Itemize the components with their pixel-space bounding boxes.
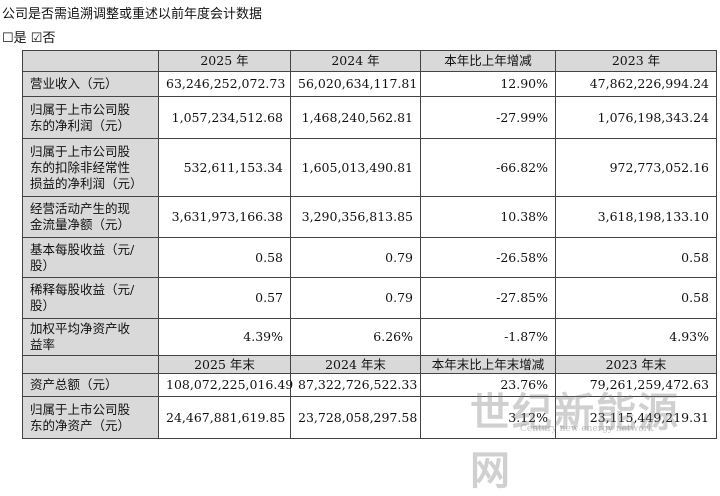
value-cell: -66.82% [420,138,556,197]
header-row: 2025 年 2024 年本年比上年增减 2023 年 [22,50,717,72]
table-row: 经营活动产生的现金流量净额（元） 3,631,973,166.38 3,290,35… [22,196,717,238]
value-cell: 1,057,234,512.68 [158,96,291,139]
header-cell [22,355,159,374]
row-label-text: 稀释每股收益（元/股） [30,282,135,313]
value-cell: 23,728,058,297.58 [290,396,421,439]
page: 公司是否需追溯调整或重述以前年度会计数据 ☐是 ☑否 2025 年 2024 年本… [2,7,717,494]
options: ☐是 ☑否 [2,27,55,46]
value-cell: 47,862,226,994.24 [555,71,717,97]
value-cell: 3,618,198,133.10 [555,196,717,238]
table-row: 基本每股收益（元/股） 0.58 0.79 -26.58% 0.58 [22,237,717,278]
row-label: 加权平均净资产收益率 [22,318,159,356]
value-cell: 0.57 [158,277,291,319]
table-row: 加权平均净资产收益率 4.39% 6.26% -1.87% 4.93% [22,318,717,356]
table-row: 归属于上市公司股东的净利润（元） 1,057,234,512.68 1,468,24… [22,96,717,139]
row-label: 归属于上市公司股东的扣除非经常性损益的净利润（元） [22,138,159,197]
watermark: 世纪新能源网 [470,389,680,494]
value-cell: 87,322,726,522.33 [290,373,421,397]
value-cell: -26.58% [420,237,556,278]
header-cell: 2025 年末 [158,355,291,374]
value-cell: 3,290,356,813.85 [290,196,421,238]
value-cell: 3.12% [420,396,556,439]
row-label-text: 归属于上市公司股东的净资产（元） [30,401,131,433]
option-no: ☐是 [2,31,27,46]
row-label: 营业收入（元） [22,71,159,97]
value-cell: 108,072,225,016.49 [158,373,293,397]
header-cell: 2023 年 [555,50,717,72]
value-cell: 56,020,634,117.81 [290,71,421,97]
header-cell: 2023 年末 [555,355,717,374]
row-label-text: 营业收入（元） [30,76,118,91]
value-cell: 0.79 [290,277,421,319]
value-cell: 12.90% [420,71,556,97]
row-label-text: 归属于上市公司股东的扣除非经常性损益的净利润（元） [30,143,143,191]
value-cell: 1,468,240,562.81 [290,96,421,139]
value-cell: 1,605,013,490.81 [290,138,421,197]
watermark-sub: Century new energy network [520,424,654,434]
option-yes: ☑否 [30,31,56,46]
value-cell: 532,611,153.34 [158,138,291,197]
value-cell: -27.85% [420,277,556,319]
value-cell: 0.58 [158,237,291,278]
header-cell: 2024 年 [290,50,421,72]
value-cell: 3,631,973,166.38 [158,196,291,238]
header-cell: 2024 年末 [290,355,421,374]
row-label-text: 资产总额（元） [30,377,118,392]
value-cell: 6.26% [290,318,421,356]
table-row: 稀释每股收益（元/股） 0.57 0.79 -27.85% 0.58 [22,277,717,319]
row-label-text: 加权平均净资产收益率 [30,321,131,352]
row-label: 稀释每股收益（元/股） [22,277,159,319]
value-cell: 0.58 [555,237,717,278]
value-cell: 24,467,881,619.85 [158,396,291,439]
row-label-text: 经营活动产生的现金流量净额（元） [30,201,131,232]
row-label: 归属于上市公司股东的净利润（元） [22,96,159,139]
row-label: 基本每股收益（元/股） [22,237,159,278]
table-row: 营业收入（元） 63,246,252,072.73 56,020,634,117.8… [22,71,717,97]
value-cell: 10.38% [420,196,556,238]
value-cell: 23,115,449,219.31 [555,396,717,439]
value-cell: 79,261,259,472.63 [555,373,717,397]
row-label: 经营活动产生的现金流量净额（元） [22,196,159,238]
value-cell: 0.58 [555,277,717,319]
row-label: 资产总额（元） [22,373,159,397]
table-row: 归属于上市公司股东的扣除非经常性损益的净利润（元） 532,611,153.34 1… [22,138,717,197]
value-cell: 63,246,252,072.73 [158,71,291,97]
value-cell: 1,076,198,343.24 [555,96,717,139]
value-cell: 972,773,052.16 [555,138,717,197]
value-cell: 23.76% [420,373,556,397]
value-cell: -1.87% [420,318,556,356]
row-label: 归属于上市公司股东的净资产（元） [22,396,159,439]
value-cell: 4.39% [158,318,291,356]
header-row: 2025 年末 2024 年末 本年末比上年末增减 2023 年末 [22,355,717,374]
header-cell [22,50,159,72]
value-cell: -27.99% [420,96,556,139]
header-cell: 本年末比上年末增减 [420,355,556,374]
row-label-text: 归属于上市公司股东的净利润（元） [30,101,131,133]
table-row: 归属于上市公司股东的净资产（元） 24,467,881,619.85 23,728,… [22,396,717,439]
header-cell: 2025 年 [158,50,291,72]
table-row: 资产总额（元） 108,072,225,016.49 87,322,726,522.… [22,373,717,397]
header-cell: 本年比上年增减 [420,50,556,72]
title: 公司是否需追溯调整或重述以前年度会计数据 [2,7,263,22]
data-table: 2025 年 2024 年本年比上年增减 2023 年营业收入（元） 63,246,2… [22,50,717,439]
row-label-text: 基本每股收益（元/股） [30,241,135,273]
value-cell: 4.93% [555,318,717,356]
value-cell: 0.79 [290,237,421,278]
